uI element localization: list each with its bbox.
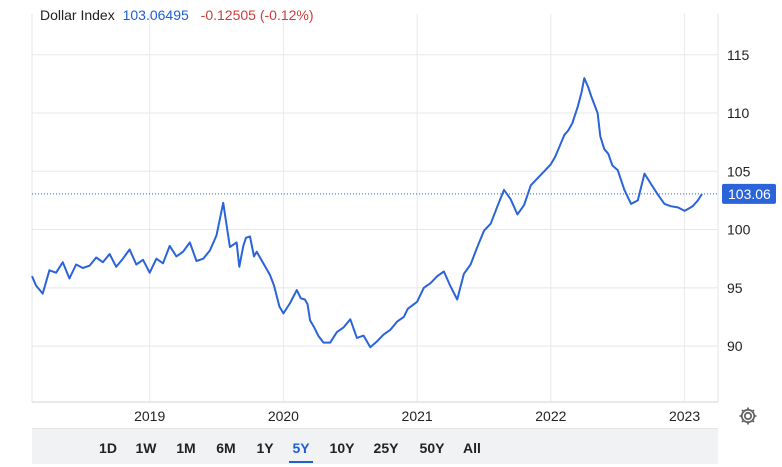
- last-price-badge-label: 103.06: [728, 186, 771, 202]
- chart-header: Dollar Index 103.06495 -0.12505 (-0.12%): [40, 7, 314, 23]
- x-tick-label: 2019: [134, 408, 165, 424]
- time-range-selector: 1D 1W 1M 6M 1Y 5Y 10Y 25Y 50Y All: [32, 428, 718, 464]
- y-tick-label: 110: [727, 105, 750, 121]
- y-tick-label: 100: [727, 222, 751, 238]
- y-tick-label: 115: [727, 47, 750, 63]
- range-6m-button[interactable]: 6M: [216, 440, 236, 456]
- range-5y-button[interactable]: 5Y: [289, 429, 313, 465]
- x-axis-ticks: 2019 2020 2021 2022 2023: [134, 408, 700, 424]
- x-tick-label: 2022: [535, 408, 566, 424]
- y-axis-ticks: 90 95 100 105 110 115: [727, 47, 751, 354]
- chart-grid: [31, 14, 719, 403]
- instrument-name: Dollar Index: [40, 7, 115, 23]
- range-10y-button[interactable]: 10Y: [329, 440, 355, 456]
- x-tick-label: 2021: [402, 408, 433, 424]
- instrument-value: 103.06495: [122, 7, 189, 23]
- range-25y-button[interactable]: 25Y: [373, 440, 399, 456]
- x-tick-label: 2023: [669, 408, 700, 424]
- y-tick-label: 105: [727, 163, 751, 179]
- range-1d-button[interactable]: 1D: [99, 440, 117, 456]
- last-price-badge: [722, 183, 776, 204]
- x-tick-label: 2020: [268, 408, 299, 424]
- range-1y-button[interactable]: 1Y: [256, 440, 274, 456]
- range-all-button[interactable]: All: [463, 440, 481, 456]
- y-tick-label: 95: [727, 280, 743, 296]
- gear-icon[interactable]: [736, 404, 760, 428]
- range-1w-button[interactable]: 1W: [135, 440, 157, 456]
- y-tick-label: 90: [727, 338, 743, 354]
- instrument-change: -0.12505 (-0.12%): [200, 7, 314, 23]
- range-1m-button[interactable]: 1M: [176, 440, 196, 456]
- dollar-index-series-line: [31, 77, 703, 349]
- range-50y-button[interactable]: 50Y: [419, 440, 445, 456]
